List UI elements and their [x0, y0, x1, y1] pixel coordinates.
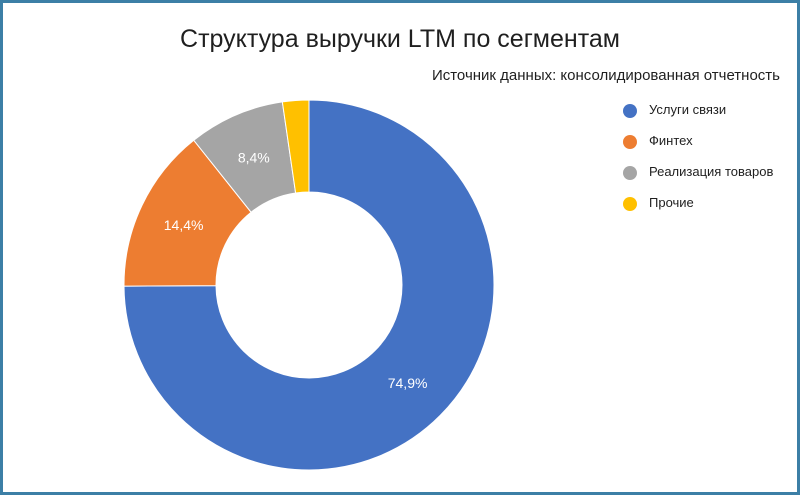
- chart-subtitle: Источник данных: консолидированная отчет…: [431, 67, 780, 84]
- legend-label: Реализация товаров: [649, 164, 774, 179]
- legend-swatch: [623, 166, 637, 180]
- legend-swatch: [623, 135, 637, 149]
- legend-swatch: [623, 104, 637, 118]
- legend-swatch: [623, 197, 637, 211]
- legend-label: Услуги связи: [649, 102, 727, 117]
- data-label-communication-services: 74,9%: [388, 375, 428, 391]
- donut-chart: 74,9% 14,4% 8,4%: [123, 99, 495, 471]
- legend-label: Финтех: [649, 133, 693, 148]
- chart-title: Структура выручки LTM по сегментам: [180, 25, 620, 53]
- data-label-goods-sales: 8,4%: [238, 149, 270, 165]
- slice-communication-services: [123, 99, 495, 471]
- legend-label: Прочие: [649, 195, 694, 210]
- slice-other: [281, 99, 310, 194]
- data-label-fintech: 14,4%: [164, 217, 204, 233]
